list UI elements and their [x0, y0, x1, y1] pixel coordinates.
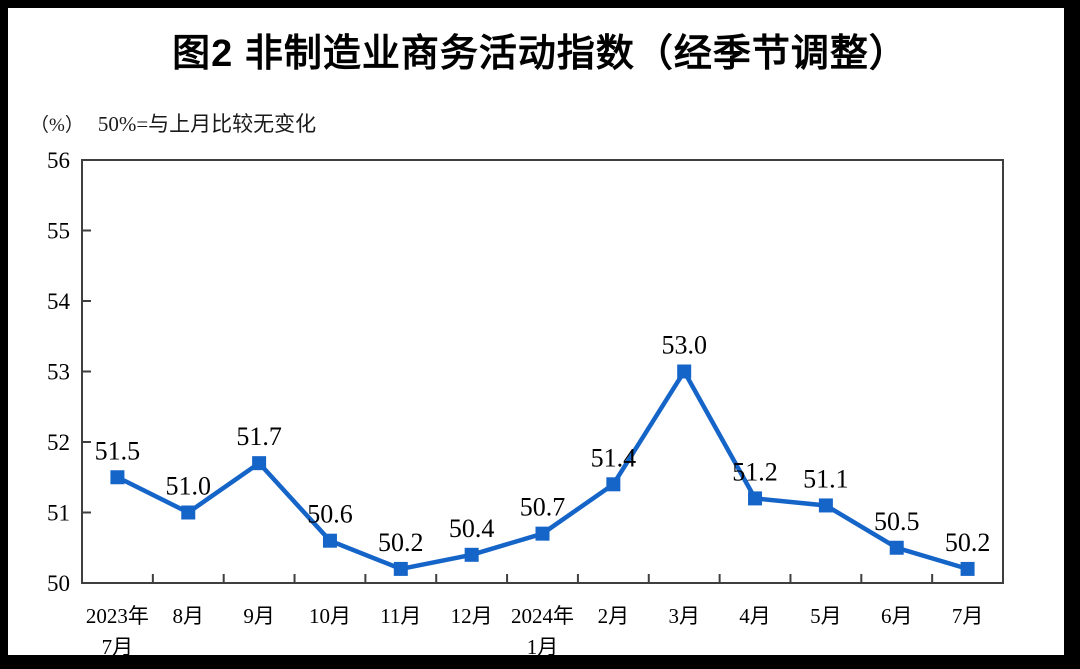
data-point: [960, 561, 975, 576]
data-point-label: 50.5: [874, 507, 920, 536]
y-tick-label: 51: [47, 501, 70, 526]
x-tick-label: 11月: [380, 604, 421, 628]
data-point: [818, 498, 833, 513]
data-point: [889, 540, 904, 555]
data-point: [748, 491, 763, 506]
data-point: [535, 526, 550, 541]
data-point: [322, 533, 337, 548]
y-tick-label: 54: [47, 289, 71, 314]
x-tick-label: 7月: [952, 604, 984, 628]
x-tick-label: 2023年: [86, 604, 149, 628]
data-point-label: 53.0: [661, 331, 707, 360]
y-tick-label: 53: [47, 360, 70, 385]
data-point-label: 51.0: [166, 472, 212, 501]
data-point-label: 51.5: [95, 436, 141, 465]
x-tick-label: 2024年: [511, 604, 574, 628]
x-tick-label: 10月: [309, 604, 351, 628]
chart-title: 图2 非制造业商务活动指数（经季节调整）: [172, 33, 908, 75]
x-tick-label: 4月: [739, 604, 771, 628]
y-tick-label: 55: [47, 219, 70, 244]
x-tick-label: 12月: [451, 604, 493, 628]
data-point-label: 51.4: [591, 443, 637, 472]
data-point-label: 51.7: [236, 422, 282, 451]
figure-background: [8, 8, 1064, 655]
x-tick-label: 3月: [668, 604, 700, 628]
baseline-note-label: 50%=与上月比较无变化: [97, 112, 317, 136]
data-point: [393, 561, 408, 576]
x-tick-label: 1月: [527, 635, 559, 659]
data-point: [252, 456, 267, 471]
y-tick-label: 50: [47, 571, 70, 596]
axis-unit-note: （%） 50%=与上月比较无变化: [30, 108, 316, 138]
data-point-label: 50.2: [378, 528, 424, 557]
data-point: [181, 505, 196, 520]
data-point: [677, 364, 692, 379]
y-tick-label: 56: [47, 148, 70, 173]
data-point-label: 51.2: [732, 457, 778, 486]
x-tick-label: 7月: [102, 635, 134, 659]
data-point-label: 50.4: [449, 514, 495, 543]
data-point: [110, 470, 125, 485]
y-axis-unit-label: （%）: [30, 115, 84, 136]
data-point-label: 51.1: [803, 464, 849, 493]
data-point: [606, 477, 621, 492]
data-point-label: 50.2: [945, 528, 991, 557]
x-tick-label: 5月: [810, 604, 842, 628]
data-point-label: 50.6: [307, 500, 353, 529]
x-tick-label: 8月: [173, 604, 205, 628]
x-tick-label: 2月: [598, 604, 630, 628]
data-point-label: 50.7: [520, 493, 566, 522]
x-tick-label: 9月: [243, 604, 275, 628]
data-point: [464, 547, 479, 562]
x-tick-label: 6月: [881, 604, 913, 628]
y-tick-label: 52: [47, 430, 70, 455]
